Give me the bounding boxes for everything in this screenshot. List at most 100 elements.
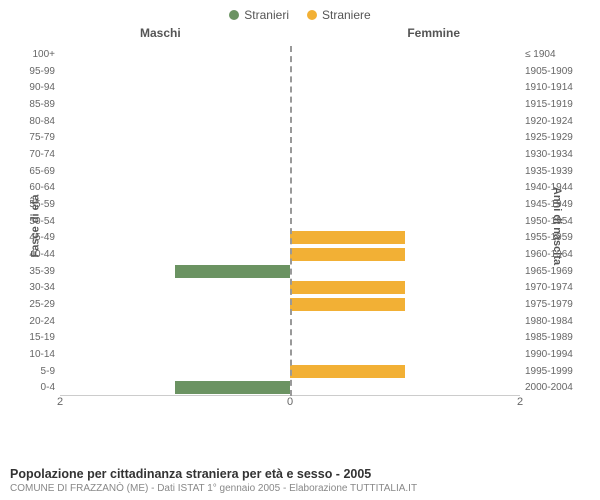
age-label: 20-24 [15, 316, 55, 327]
male-half [60, 46, 290, 63]
female-bar [290, 231, 405, 244]
age-label: 85-89 [15, 99, 55, 110]
female-half [290, 179, 520, 196]
age-label: 65-69 [15, 166, 55, 177]
male-half [60, 179, 290, 196]
male-bar [175, 265, 290, 278]
male-half [60, 246, 290, 263]
chart-area: Maschi Femmine Fasce di età Anni di nasc… [0, 26, 600, 426]
age-label: 50-54 [15, 216, 55, 227]
header-male: Maschi [140, 26, 181, 40]
female-half [290, 329, 520, 346]
legend-female-label: Straniere [322, 8, 371, 22]
age-label: 0-4 [15, 382, 55, 393]
age-label: 10-14 [15, 349, 55, 360]
female-bar [290, 365, 405, 378]
male-half [60, 346, 290, 363]
female-half [290, 363, 520, 380]
female-half [290, 46, 520, 63]
male-half [60, 163, 290, 180]
female-bar [290, 248, 405, 261]
age-label: 55-59 [15, 199, 55, 210]
age-label: 5-9 [15, 366, 55, 377]
male-half [60, 263, 290, 280]
female-half [290, 213, 520, 230]
age-label: 90-94 [15, 82, 55, 93]
male-bar [175, 381, 290, 394]
female-half [290, 313, 520, 330]
birth-year-label: 1920-1924 [525, 116, 590, 127]
x-tick: 2 [517, 396, 523, 408]
birth-year-label: 1925-1929 [525, 132, 590, 143]
female-half [290, 113, 520, 130]
female-half [290, 296, 520, 313]
female-half [290, 163, 520, 180]
female-bar [290, 281, 405, 294]
male-half [60, 129, 290, 146]
birth-year-label: 1950-1954 [525, 216, 590, 227]
legend-female: Straniere [307, 8, 371, 22]
female-half [290, 129, 520, 146]
birth-year-label: ≤ 1904 [525, 49, 590, 60]
birth-year-label: 1945-1949 [525, 199, 590, 210]
chart-subtitle: COMUNE DI FRAZZANÒ (ME) - Dati ISTAT 1° … [10, 483, 590, 494]
male-half [60, 213, 290, 230]
legend-male-label: Stranieri [244, 8, 289, 22]
birth-year-label: 1910-1914 [525, 82, 590, 93]
birth-year-label: 1940-1944 [525, 182, 590, 193]
x-tick: 2 [57, 396, 63, 408]
age-label: 80-84 [15, 116, 55, 127]
birth-year-label: 1915-1919 [525, 99, 590, 110]
female-half [290, 63, 520, 80]
birth-year-label: 1930-1934 [525, 149, 590, 160]
birth-year-label: 2000-2004 [525, 382, 590, 393]
male-half [60, 313, 290, 330]
male-half [60, 113, 290, 130]
birth-year-label: 1975-1979 [525, 299, 590, 310]
female-half [290, 229, 520, 246]
male-half [60, 63, 290, 80]
female-bar [290, 298, 405, 311]
age-label: 30-34 [15, 282, 55, 293]
age-label: 40-44 [15, 249, 55, 260]
birth-year-label: 1955-1959 [525, 232, 590, 243]
age-label: 75-79 [15, 132, 55, 143]
female-half [290, 146, 520, 163]
female-half [290, 346, 520, 363]
age-label: 15-19 [15, 332, 55, 343]
male-half [60, 279, 290, 296]
male-half [60, 363, 290, 380]
birth-year-label: 1980-1984 [525, 316, 590, 327]
center-line [290, 46, 292, 396]
male-half [60, 296, 290, 313]
male-half [60, 229, 290, 246]
age-label: 60-64 [15, 182, 55, 193]
swatch-male [229, 10, 239, 20]
male-half [60, 379, 290, 396]
male-half [60, 196, 290, 213]
swatch-female [307, 10, 317, 20]
female-half [290, 246, 520, 263]
birth-year-label: 1970-1974 [525, 282, 590, 293]
legend: Stranieri Straniere [0, 0, 600, 26]
legend-male: Stranieri [229, 8, 289, 22]
plot-area: 100+≤ 190495-991905-190990-941910-191485… [60, 46, 520, 396]
age-label: 70-74 [15, 149, 55, 160]
birth-year-label: 1995-1999 [525, 366, 590, 377]
age-label: 25-29 [15, 299, 55, 310]
birth-year-label: 1935-1939 [525, 166, 590, 177]
x-axis: 202 [60, 396, 520, 416]
chart-title: Popolazione per cittadinanza straniera p… [10, 467, 590, 481]
age-label: 95-99 [15, 66, 55, 77]
male-half [60, 329, 290, 346]
birth-year-label: 1960-1964 [525, 249, 590, 260]
female-half [290, 263, 520, 280]
birth-year-label: 1965-1969 [525, 266, 590, 277]
female-half [290, 279, 520, 296]
birth-year-label: 1990-1994 [525, 349, 590, 360]
female-half [290, 379, 520, 396]
birth-year-label: 1905-1909 [525, 66, 590, 77]
male-half [60, 96, 290, 113]
header-female: Femmine [407, 26, 460, 40]
age-label: 35-39 [15, 266, 55, 277]
